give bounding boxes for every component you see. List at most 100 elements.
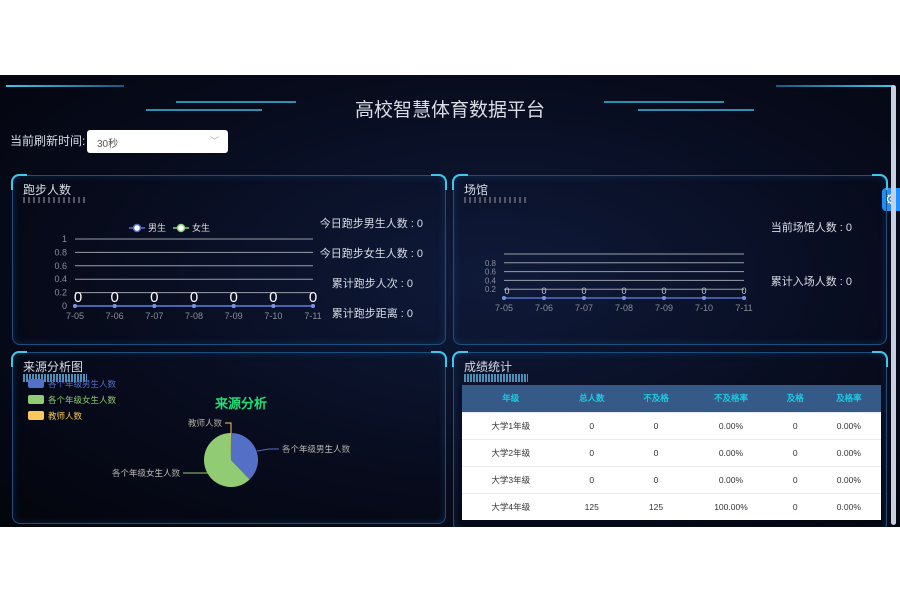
table-cell: 0.00% bbox=[816, 438, 881, 466]
legend-marker bbox=[176, 223, 186, 233]
table-cell: 0 bbox=[559, 438, 624, 466]
pie-slice bbox=[204, 433, 250, 487]
data-point bbox=[502, 296, 506, 300]
data-label: 0 bbox=[661, 286, 666, 296]
stat-total-distance: 累计跑步距离 : 0 bbox=[331, 308, 413, 320]
venue-line-chart: 0.20.40.60.8 7-05 7-06 7-07 7-08 7-09 7-10 7-11… bbox=[485, 253, 753, 313]
data-label: 0 bbox=[229, 289, 237, 306]
table-cell: 0 bbox=[773, 411, 817, 439]
y-tick-label: 0.4 bbox=[485, 276, 497, 285]
table-cell: 0.00% bbox=[688, 465, 774, 493]
pie-label-line bbox=[225, 422, 232, 433]
y-tick-label: 1 bbox=[62, 234, 67, 244]
table-cell: 0.00% bbox=[688, 411, 774, 439]
source-pie-chart: 各个年级男生人数各个年级女生人数教师人数来源分析各个年级男生人数各个年级女生人数… bbox=[28, 379, 351, 487]
column-header: 及格 bbox=[773, 385, 817, 412]
data-point bbox=[231, 304, 236, 308]
table-cell: 0 bbox=[773, 438, 817, 466]
dashboard-screen: 高校智慧体育数据平台 当前刷新时间: 30秒﹀ ⚙ 跑步人数 00.20.40.… bbox=[0, 75, 900, 527]
data-point bbox=[152, 304, 157, 308]
chevron-down-icon: ﹀ bbox=[209, 136, 219, 146]
scores-table: 年级 总人数 不及格 不及格率 及格 及格率 大学1年级 0 0 0.00% 0 0.00% 大学2年… bbox=[462, 385, 881, 520]
table-cell: 0 bbox=[559, 411, 624, 439]
title-decoration bbox=[23, 374, 87, 382]
legend-label: 各个年级男生人数 bbox=[48, 379, 117, 389]
table-cell: 0 bbox=[623, 465, 689, 493]
legend-swatch bbox=[28, 379, 44, 388]
data-point bbox=[662, 296, 666, 300]
data-label: 0 bbox=[74, 289, 82, 306]
legend-marker bbox=[132, 223, 142, 233]
refresh-interval-select[interactable]: 30秒 ﹀ bbox=[87, 130, 228, 153]
table-cell: 0.00% bbox=[816, 411, 881, 439]
data-label: 0 bbox=[269, 289, 277, 306]
data-label: 0 bbox=[581, 286, 586, 296]
data-point bbox=[582, 296, 586, 300]
panel-title: 成绩统计 bbox=[464, 360, 513, 374]
table-row: 大学3年级 0 0 0.00% 0 0.00% bbox=[462, 465, 881, 493]
header-decoration bbox=[604, 101, 724, 103]
table-row: 大学4年级 125 125 100.00% 0 0.00% bbox=[462, 492, 881, 520]
data-label: 0 bbox=[309, 289, 317, 306]
table-cell: 大学4年级 bbox=[462, 492, 560, 520]
table-row: 大学1年级 0 0 0.00% 0 0.00% bbox=[462, 411, 881, 439]
data-point bbox=[192, 304, 196, 308]
column-header: 不及格率 bbox=[688, 385, 774, 412]
table-cell: 0 bbox=[623, 438, 689, 466]
column-header: 及格率 bbox=[816, 385, 881, 412]
data-point bbox=[702, 296, 706, 300]
title-decoration bbox=[464, 374, 528, 382]
x-tick-label: 7-06 bbox=[535, 303, 553, 313]
header-decoration bbox=[176, 101, 296, 103]
y-tick-label: 0 bbox=[62, 301, 67, 311]
table-cell: 0.00% bbox=[816, 465, 881, 493]
running-line-chart: 0 0.2 0.4 0.6 0.8 1 7-05 7-06 7-07 7-08 7-09 7-10 7-… bbox=[54, 222, 321, 321]
x-tick-label: 7-05 bbox=[66, 311, 84, 321]
pie-slice bbox=[230, 433, 231, 460]
table-cell: 大学2年级 bbox=[462, 438, 560, 466]
y-tick-label: 0.8 bbox=[485, 259, 497, 268]
x-tick-label: 7-06 bbox=[106, 311, 124, 321]
title-decoration bbox=[23, 197, 87, 203]
stat-total-runs: 累计跑步人次 : 0 bbox=[331, 278, 413, 290]
table-cell: 大学1年级 bbox=[462, 411, 560, 439]
venue-panel: 场馆 0.2 0.4 0.6 0.8 7-05 7-06 7-07 7-08 7-09 7-10 7… bbox=[452, 174, 888, 345]
header-decoration bbox=[146, 109, 262, 111]
x-tick-label: 7-09 bbox=[225, 311, 243, 321]
legend-label: 男生 bbox=[148, 222, 166, 233]
data-label: 0 bbox=[190, 289, 198, 306]
panel-title: 来源分析图 bbox=[23, 360, 84, 374]
pie-title: 来源分析 bbox=[214, 396, 267, 411]
header-decoration bbox=[776, 85, 894, 87]
stat-male-today: 今日跑步男生人数 : 0 bbox=[319, 218, 423, 230]
pie-label: 各个年级女生人数 bbox=[112, 468, 181, 478]
column-header: 不及格 bbox=[623, 385, 689, 412]
y-tick-label: 0.4 bbox=[54, 274, 67, 284]
table-cell: 0.00% bbox=[688, 438, 774, 466]
scrollbar[interactable] bbox=[891, 85, 896, 525]
x-tick-label: 7-05 bbox=[495, 303, 513, 313]
legend-label: 教师人数 bbox=[48, 411, 83, 421]
stat-current-venue: 当前场馆人数 : 0 bbox=[770, 222, 852, 234]
title-decoration bbox=[464, 197, 528, 203]
data-point bbox=[73, 304, 77, 308]
header-decoration bbox=[638, 109, 754, 111]
table-cell: 0 bbox=[773, 492, 817, 520]
table-cell: 大学3年级 bbox=[462, 465, 560, 493]
pie-label: 教师人数 bbox=[188, 418, 223, 428]
data-point bbox=[271, 304, 276, 308]
pie-label: 各个年级男生人数 bbox=[282, 444, 351, 454]
pie-label-line bbox=[183, 468, 219, 474]
data-label: 0 bbox=[150, 289, 158, 306]
data-label: 0 bbox=[701, 286, 706, 296]
panel-title: 场馆 bbox=[464, 183, 489, 197]
data-point bbox=[112, 304, 117, 308]
running-panel: 跑步人数 0 0.2 0.4 0.6 0.8 1 7-05 7-06 7-07 7-08 7-09 7… bbox=[11, 174, 447, 345]
table-cell: 0 bbox=[623, 411, 689, 439]
x-tick-label: 7-08 bbox=[615, 303, 633, 313]
table-cell: 0 bbox=[773, 465, 817, 493]
scores-panel: 成绩统计 年级 总人数 不及格 不及格率 及格 及格率 大学1年级 0 0 0.00% 0 0.00… bbox=[452, 351, 888, 527]
table-cell: 125 bbox=[559, 492, 624, 520]
header-decoration bbox=[6, 85, 124, 87]
y-tick-label: 0.6 bbox=[485, 268, 497, 277]
